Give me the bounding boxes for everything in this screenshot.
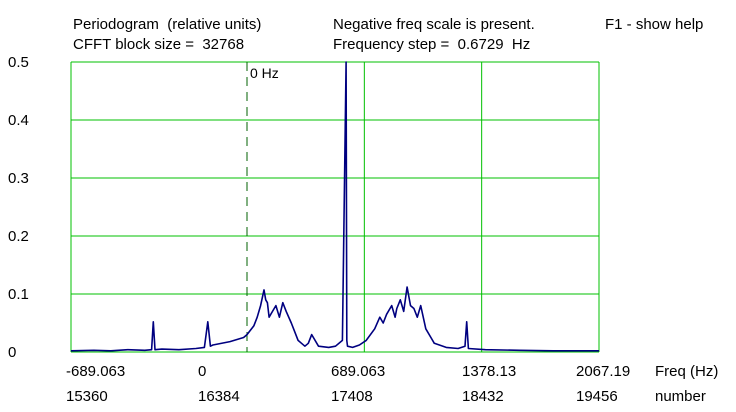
chart-title: Periodogram (relative units)	[73, 16, 262, 33]
x-freq-tick-label: 0	[198, 363, 207, 380]
x-freq-tick-label: 689.063	[331, 363, 386, 380]
y-tick-label: 0.4	[8, 112, 29, 129]
x-number-tick-label: 16384	[198, 388, 240, 405]
y-tick-label: 0.1	[8, 286, 29, 303]
x-number-tick-label: 19456	[576, 388, 618, 405]
y-tick-label: 0.5	[8, 54, 29, 71]
x-number-tick-label: 17408	[331, 388, 373, 405]
negative-freq-note: Negative freq scale is present.	[333, 16, 535, 33]
x-freq-tick-label: 2067.19	[576, 363, 631, 380]
y-tick-label: 0	[8, 344, 17, 361]
zero-hz-label: 0 Hz	[250, 65, 279, 81]
x-number-tick-label: 15360	[66, 388, 108, 405]
periodogram-trace	[70, 61, 599, 352]
x-freq-tick-label: -689.063	[66, 363, 126, 380]
y-tick-label: 0.3	[8, 170, 29, 187]
x-freq-axis-label: Freq (Hz)	[655, 363, 719, 380]
help-hint: F1 - show help	[605, 16, 704, 33]
block-size-label: CFFT block size = 32768	[73, 36, 245, 53]
y-tick-label: 0.2	[8, 228, 29, 245]
x-freq-tick-label: 1378.13	[462, 363, 517, 380]
x-number-tick-label: 18432	[462, 388, 504, 405]
frequency-step-label: Frequency step = 0.6729 Hz	[333, 36, 531, 53]
x-number-axis-label: number	[655, 388, 706, 405]
